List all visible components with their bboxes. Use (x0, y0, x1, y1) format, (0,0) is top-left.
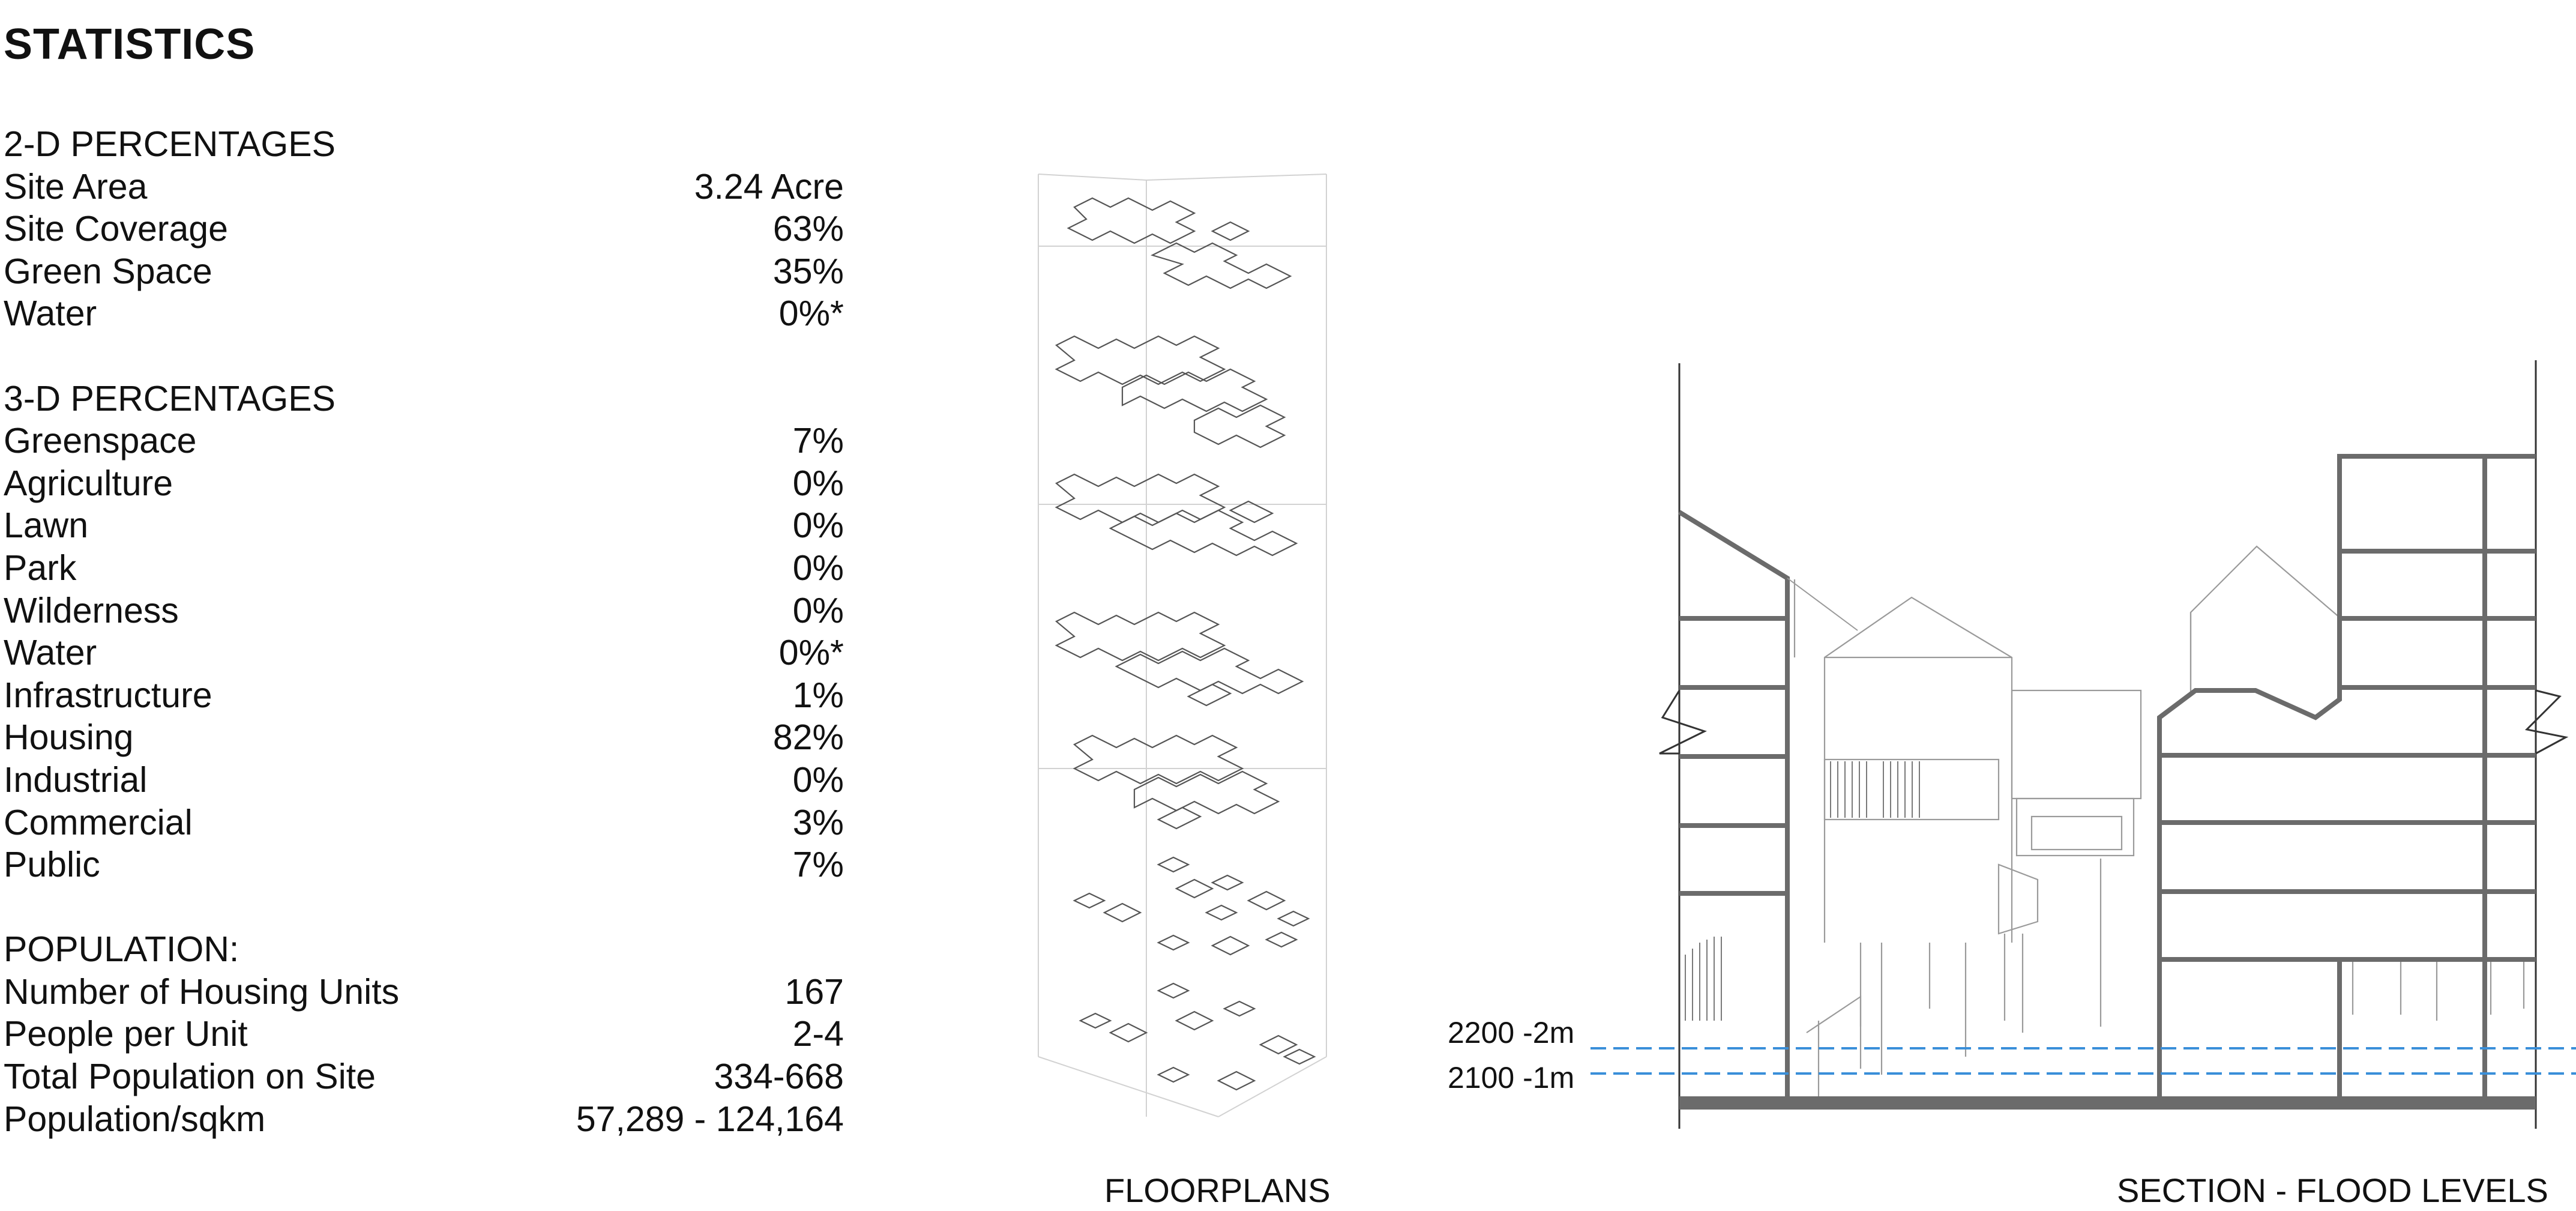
stat-value: 0% (792, 590, 844, 630)
stat-label: Lawn (4, 506, 89, 546)
window-grilles (1685, 761, 1920, 1021)
flood-label-2m: 2200 -2m (1448, 1016, 1574, 1049)
stat-value: 35% (772, 251, 844, 291)
stat-value: 2-4 (792, 1014, 844, 1054)
stat-value: 7% (792, 421, 844, 461)
stat-value: 0% (792, 760, 844, 800)
stat-row: Commercial 3% (4, 802, 844, 844)
section-heading-2d: 2-D PERCENTAGES (4, 124, 336, 164)
section-caption: SECTION - FLOOD LEVELS (2117, 1171, 2548, 1209)
stat-value: 57,289 - 124,164 (576, 1099, 844, 1139)
stat-value: 0% (792, 463, 844, 503)
section-boundaries (1678, 360, 2537, 1129)
stat-row: Wilderness 0% (4, 590, 844, 632)
rows-3d: Greenspace 7% Agriculture 0% Lawn 0% Park 0% Wil… (4, 420, 844, 886)
stat-value: 334-668 (714, 1057, 844, 1097)
stat-row: Agriculture 0% (4, 462, 844, 505)
stat-label: Site Coverage (4, 209, 228, 249)
stat-value: 0%* (778, 294, 844, 334)
floorplan-level-5 (1073, 734, 1280, 830)
stat-label: Housing (4, 717, 134, 758)
flood-levels: 2200 -2m 2100 -1m (1448, 1016, 2576, 1095)
stat-label: Site Area (4, 166, 148, 207)
stat-value: 7% (792, 845, 844, 885)
stat-label: Park (4, 548, 77, 588)
stat-row: Infrastructure 1% (4, 674, 844, 717)
section-heading-3d: 3-D PERCENTAGES (4, 378, 336, 418)
stat-row: Number of Housing Units 167 (4, 971, 844, 1013)
stat-row: Park 0% (4, 547, 844, 590)
section-heading-population: POPULATION: (4, 929, 239, 970)
left-building (1678, 510, 1790, 1096)
rows-2d: Site Area 3.24 Acre Site Coverage 63% Green … (4, 166, 844, 335)
stat-row: Total Population on Site 334-668 (4, 1055, 844, 1098)
stat-row: Site Area 3.24 Acre (4, 166, 844, 208)
stat-row: Lawn 0% (4, 504, 844, 547)
floorplan-level-7 (1079, 982, 1316, 1091)
floorplans-caption: FLOORPLANS (1104, 1171, 1331, 1209)
stat-label: Number of Housing Units (4, 971, 400, 1012)
stat-value: 0%* (778, 633, 844, 673)
floorplan-levels (1055, 197, 1316, 1091)
stat-value: 1% (792, 675, 844, 715)
stat-label: Wilderness (4, 590, 179, 630)
floorplan-level-6 (1073, 856, 1310, 956)
stat-label: Water (4, 294, 97, 334)
stat-row: Population/sqkm 57,289 - 124,164 (4, 1098, 844, 1141)
floorplan-level-2 (1055, 335, 1286, 448)
stat-label: Green Space (4, 251, 212, 291)
stat-value: 63% (772, 209, 844, 249)
floorplan-level-3 (1055, 473, 1298, 557)
stat-label: Agriculture (4, 463, 173, 503)
rows-population: Number of Housing Units 167 People per Uni… (4, 971, 844, 1140)
stat-value: 0% (792, 548, 844, 588)
stat-value: 167 (784, 971, 844, 1012)
right-building (2157, 454, 2536, 1096)
section-diagram: 2200 -2m 2100 -1m (1448, 360, 2576, 1129)
stat-value: 3% (792, 802, 844, 842)
stat-row: Industrial 0% (4, 759, 844, 802)
stat-value: 82% (772, 717, 844, 758)
left-roof-extension (1787, 578, 1858, 631)
stat-row: Green Space 35% (4, 250, 844, 293)
stat-label: Water (4, 633, 97, 673)
stat-label: People per Unit (4, 1014, 248, 1054)
right-break-symbol (2524, 689, 2569, 755)
stat-row: Public 7% (4, 844, 844, 886)
stat-label: Public (4, 845, 100, 885)
statistics-table: 2-D PERCENTAGES Site Area 3.24 Acre Site C… (4, 123, 844, 1140)
stat-value: 3.24 Acre (694, 166, 844, 207)
stat-label: Industrial (4, 760, 148, 800)
stat-row: Water 0%* (4, 632, 844, 674)
stat-row: People per Unit 2-4 (4, 1013, 844, 1055)
stat-row: Housing 82% (4, 716, 844, 759)
stat-label: Total Population on Site (4, 1057, 376, 1097)
floorplans-frame (1038, 174, 1327, 1117)
stat-row: Water 0%* (4, 292, 844, 335)
floorplan-level-1 (1067, 197, 1292, 289)
page-title: STATISTICS (4, 20, 256, 68)
floorplan-level-4 (1055, 611, 1304, 707)
floorplans-diagram (1038, 174, 1327, 1117)
ground-slab (1679, 1096, 2536, 1110)
stat-label: Population/sqkm (4, 1099, 266, 1139)
left-break-symbol (1659, 690, 1707, 755)
stat-label: Infrastructure (4, 675, 212, 715)
stat-label: Commercial (4, 802, 193, 842)
flood-label-1m: 2100 -1m (1448, 1061, 1574, 1095)
stat-row: Site Coverage 63% (4, 208, 844, 250)
background-houses (1793, 545, 2525, 1096)
stat-value: 0% (792, 506, 844, 546)
stat-label: Greenspace (4, 421, 197, 461)
stat-row: Greenspace 7% (4, 420, 844, 462)
